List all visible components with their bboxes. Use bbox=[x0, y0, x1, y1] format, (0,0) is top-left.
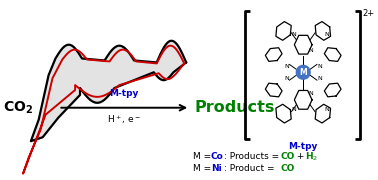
Text: N: N bbox=[291, 32, 296, 37]
Text: M =: M = bbox=[193, 152, 214, 161]
Text: H$_2$: H$_2$ bbox=[305, 151, 318, 163]
Text: N: N bbox=[308, 91, 313, 96]
Circle shape bbox=[296, 65, 310, 79]
Text: M: M bbox=[299, 68, 307, 77]
Text: CO: CO bbox=[280, 164, 295, 173]
Text: N: N bbox=[285, 76, 290, 81]
Text: +: + bbox=[294, 152, 308, 161]
Text: Co: Co bbox=[211, 152, 223, 161]
Text: 2+: 2+ bbox=[362, 9, 374, 18]
Text: M =: M = bbox=[193, 164, 214, 173]
Text: N: N bbox=[308, 48, 313, 53]
Text: M-tpy: M-tpy bbox=[288, 142, 318, 151]
Text: $\mathbf{CO_2}$: $\mathbf{CO_2}$ bbox=[3, 100, 33, 116]
Text: Products: Products bbox=[194, 100, 274, 115]
Text: N: N bbox=[325, 107, 330, 112]
Text: Ni: Ni bbox=[211, 164, 222, 173]
Text: H$^+$, e$^-$: H$^+$, e$^-$ bbox=[107, 114, 141, 126]
Text: CO: CO bbox=[280, 152, 295, 161]
Polygon shape bbox=[31, 41, 186, 141]
Text: N: N bbox=[325, 32, 330, 37]
Text: : Products =: : Products = bbox=[223, 152, 282, 161]
Text: N: N bbox=[285, 64, 290, 69]
Text: M-tpy: M-tpy bbox=[110, 89, 139, 98]
Text: N: N bbox=[317, 64, 322, 69]
Text: N: N bbox=[317, 76, 322, 81]
Text: : Product =: : Product = bbox=[223, 164, 277, 173]
Text: N: N bbox=[291, 107, 296, 112]
